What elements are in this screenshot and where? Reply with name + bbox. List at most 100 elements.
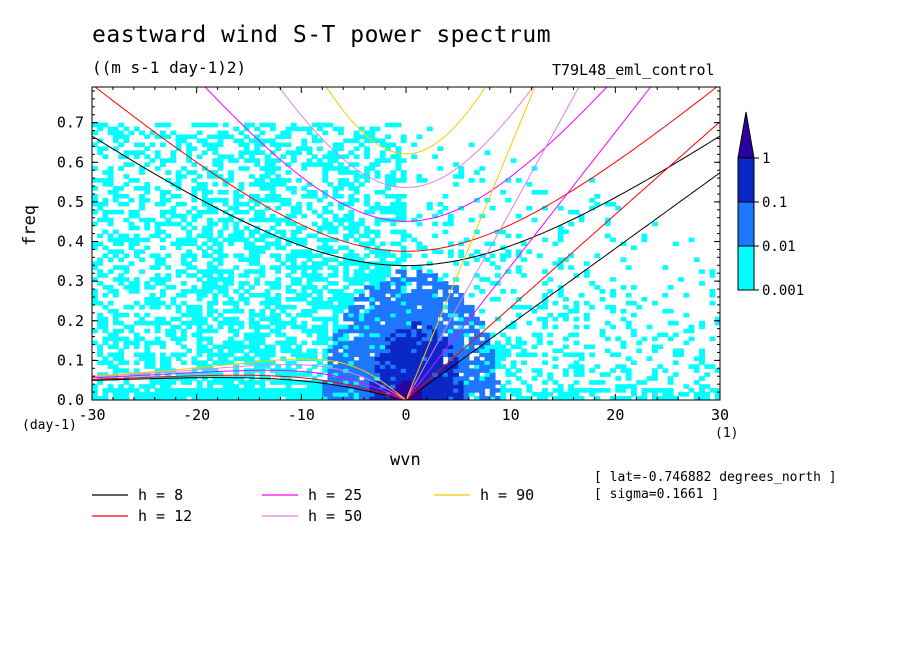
power-cell	[269, 312, 276, 318]
power-cell	[280, 348, 287, 354]
power-cell	[301, 340, 308, 346]
power-cell	[212, 285, 219, 290]
power-cell	[390, 174, 397, 179]
power-cell	[228, 376, 234, 381]
power-cell	[348, 201, 355, 207]
power-cell	[160, 356, 166, 361]
power-cell	[217, 360, 224, 365]
power-cell	[348, 380, 355, 385]
power-cell	[196, 380, 203, 385]
power-cell	[269, 352, 276, 358]
power-cell	[416, 265, 423, 270]
power-cell	[228, 277, 234, 282]
power-cell	[615, 376, 622, 381]
power-cell	[332, 225, 339, 231]
power-cell	[411, 328, 418, 334]
power-cell	[275, 197, 282, 203]
power-cell	[311, 316, 318, 322]
power-cell	[364, 170, 370, 175]
power-cell	[353, 154, 360, 159]
power-cell	[657, 388, 664, 393]
power-cell	[411, 348, 418, 354]
power-cell	[358, 364, 365, 369]
power-cell	[369, 205, 376, 211]
power-cell	[437, 297, 444, 302]
power-cell	[400, 269, 407, 274]
power-cell	[437, 285, 444, 290]
power-cell	[426, 368, 433, 373]
power-cell	[385, 336, 391, 342]
power-cell	[217, 277, 224, 282]
power-cell	[186, 289, 193, 294]
power-cell	[521, 360, 527, 365]
power-cell	[500, 348, 507, 354]
power-cell	[217, 261, 224, 266]
power-cell	[547, 372, 554, 377]
power-cell	[358, 312, 365, 318]
power-cell	[322, 380, 329, 385]
power-cell	[385, 285, 391, 290]
power-cell	[275, 332, 282, 338]
power-cell	[615, 364, 622, 369]
power-cell	[160, 209, 166, 215]
power-cell	[353, 273, 360, 278]
power-cell	[657, 332, 664, 338]
power-cell	[395, 277, 402, 282]
power-cell	[395, 380, 402, 385]
power-cell	[338, 376, 344, 381]
power-cell	[201, 368, 208, 373]
power-cell	[379, 368, 386, 373]
power-cell	[589, 304, 596, 310]
power-cell	[118, 336, 125, 342]
colorbar-segment	[737, 245, 755, 291]
power-cell	[379, 316, 386, 322]
power-cell	[489, 332, 496, 338]
power-cell	[442, 344, 449, 350]
power-cell	[437, 332, 444, 338]
power-cell	[495, 352, 501, 358]
power-cell	[196, 293, 203, 298]
power-cell	[296, 209, 302, 215]
power-cell	[201, 344, 208, 350]
power-cell	[327, 364, 334, 369]
power-cell	[395, 201, 402, 207]
power-cell	[390, 396, 397, 400]
power-cell	[290, 289, 297, 294]
power-cell	[296, 293, 302, 298]
power-cell	[474, 364, 480, 369]
power-cell	[102, 197, 109, 203]
power-cell	[416, 297, 423, 302]
power-cell	[426, 293, 433, 298]
power-cell	[238, 380, 245, 385]
power-cell	[437, 348, 444, 354]
power-cell	[175, 146, 182, 151]
power-cell	[317, 273, 323, 278]
power-cell	[280, 356, 287, 361]
power-cell	[269, 253, 276, 258]
power-cell	[406, 340, 412, 346]
power-cell	[358, 217, 365, 223]
power-cell	[128, 237, 135, 243]
power-cell	[207, 356, 213, 361]
power-cell	[133, 126, 140, 132]
power-cell	[275, 304, 282, 310]
power-cell	[243, 122, 250, 128]
power-cell	[400, 336, 407, 342]
power-cell	[175, 245, 182, 251]
power-cell	[442, 348, 449, 354]
power-cell	[447, 384, 454, 389]
power-cell	[416, 360, 423, 365]
power-cell	[416, 213, 423, 219]
power-cell	[296, 178, 302, 183]
power-cell	[249, 392, 255, 397]
power-cell	[332, 265, 339, 270]
power-cell	[484, 352, 491, 358]
power-cell	[259, 186, 266, 191]
colorbar-segment	[737, 201, 755, 247]
power-cell	[249, 122, 255, 128]
power-cell	[432, 316, 439, 322]
power-cell	[212, 257, 219, 262]
power-cell	[599, 332, 606, 338]
power-cell	[280, 344, 287, 350]
power-cell	[474, 348, 480, 354]
